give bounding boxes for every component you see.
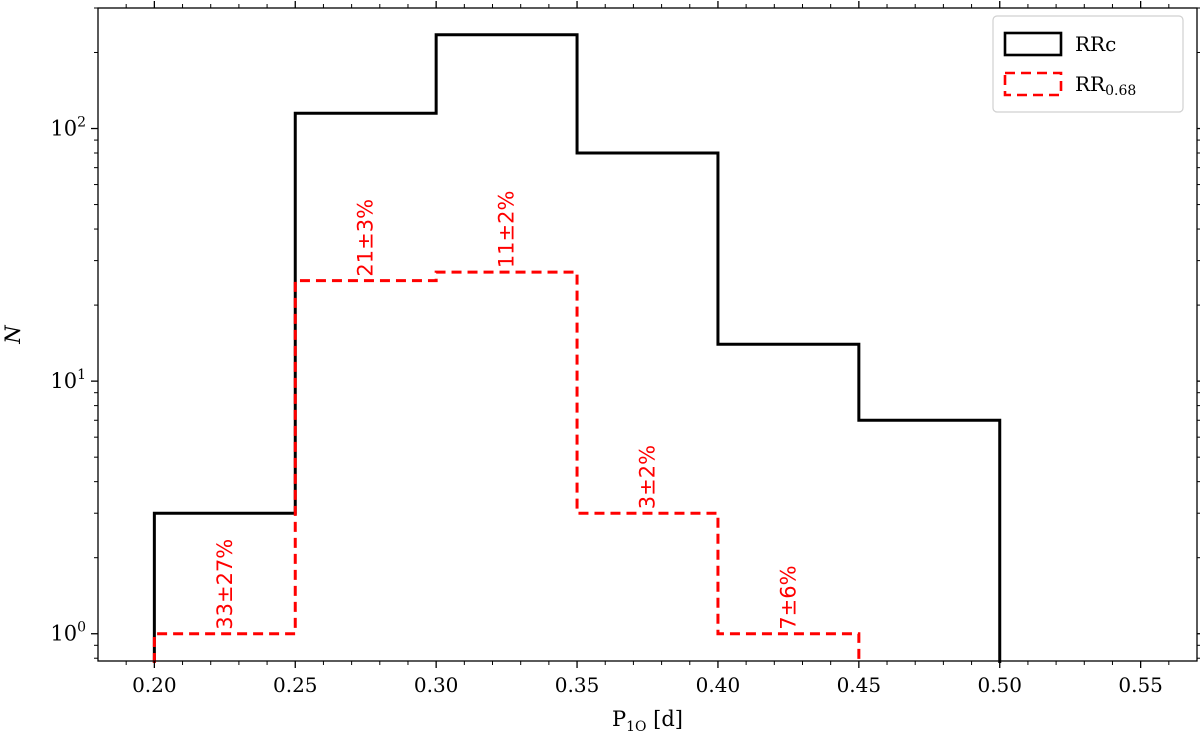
y-tick-label-2: 102 xyxy=(50,115,86,141)
x-axis-label-unit: [d] xyxy=(647,707,684,731)
plot-frame xyxy=(97,7,1198,662)
x-axis-ticks: 0.20 0.25 0.30 0.35 0.40 0.45 0.50 0.55 xyxy=(125,1,1170,697)
legend-label-rr068-name: RR xyxy=(1075,72,1106,96)
legend-label-rrc: RRc xyxy=(1075,32,1116,56)
x-tick-label-3: 0.35 xyxy=(555,673,600,697)
y-tick-label-0: 100 xyxy=(50,620,86,646)
legend-label-rr068: RR0.68 xyxy=(1075,72,1136,99)
x-tick-label-5: 0.45 xyxy=(837,673,882,697)
annotation-label-2: 11±2% xyxy=(495,191,519,269)
series-rrc-outline xyxy=(152,33,1002,663)
x-tick-label-0: 0.20 xyxy=(132,673,177,697)
y-tick-label-1: 101 xyxy=(50,367,86,393)
x-tick-label-6: 0.50 xyxy=(977,673,1022,697)
x-tick-label-2: 0.30 xyxy=(414,673,459,697)
series-rr068-outline xyxy=(152,270,861,663)
annotation-label-4: 7±6% xyxy=(776,565,800,629)
x-axis-label: P1O [d] xyxy=(612,707,683,734)
y-axis-label: N xyxy=(1,325,25,345)
x-tick-label-1: 0.25 xyxy=(273,673,318,697)
legend-swatch-rr068 xyxy=(1003,71,1063,97)
legend-swatch-rrc xyxy=(1003,31,1063,57)
legend-box xyxy=(992,15,1184,113)
annotation-label-0: 33±27% xyxy=(213,539,237,630)
annotation-label-1: 21±3% xyxy=(354,199,378,277)
legend-label-rrc-name: RRc xyxy=(1075,32,1116,56)
x-tick-label-4: 0.40 xyxy=(696,673,741,697)
y-axis-ticks: 100 101 102 xyxy=(50,7,1200,659)
legend: RRc RR0.68 xyxy=(992,15,1184,113)
series-layer xyxy=(152,33,1002,663)
annotation-layer: 33±27% 21±3% 11±2% 3±2% 7±6% xyxy=(213,191,801,630)
x-tick-label-7: 0.55 xyxy=(1118,673,1163,697)
annotation-label-3: 3±2% xyxy=(636,445,660,509)
legend-label-rr068-sub: 0.68 xyxy=(1105,83,1136,99)
x-axis-label-sub: 1O xyxy=(626,719,646,734)
x-axis-label-main: P xyxy=(612,707,626,731)
